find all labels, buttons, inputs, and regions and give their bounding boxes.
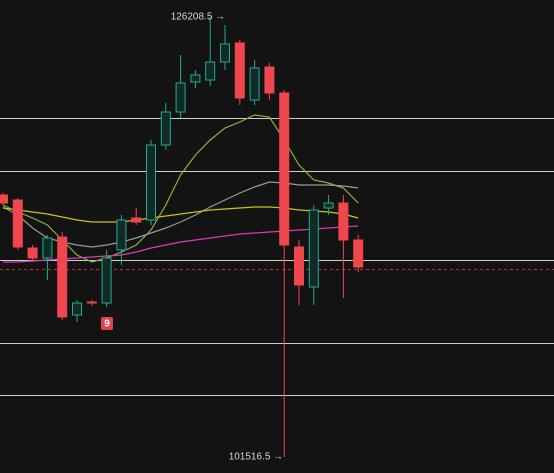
candle-body [146, 144, 156, 221]
price-annotation: 101516.5 → [229, 452, 284, 463]
candle-body [116, 219, 127, 251]
candle-body [86, 301, 97, 304]
candle-body [308, 209, 319, 288]
candle-body [27, 247, 38, 259]
candle-body [0, 194, 8, 204]
candle-body [294, 246, 304, 286]
candle-body [264, 66, 275, 94]
candle-body [323, 202, 334, 209]
signal-badge [101, 317, 113, 330]
candle-body [353, 239, 364, 268]
candle-body [12, 199, 23, 248]
candle-body [57, 236, 68, 318]
candle-body [42, 237, 53, 259]
candle-body [175, 82, 186, 113]
candle-body [190, 74, 201, 83]
candle-body [101, 257, 112, 304]
candle-body [72, 302, 82, 316]
candle-body [131, 217, 142, 223]
candle-body [234, 42, 245, 99]
candle-body [205, 61, 216, 81]
moving-average [2, 206, 359, 223]
candle-body [338, 202, 349, 241]
candle-body [279, 92, 290, 246]
price-annotation: 126208.5 → [171, 12, 226, 23]
candle-body [220, 43, 230, 63]
signal-label: 9 [104, 319, 110, 330]
candle-body [249, 67, 260, 101]
candle-body [160, 111, 171, 146]
